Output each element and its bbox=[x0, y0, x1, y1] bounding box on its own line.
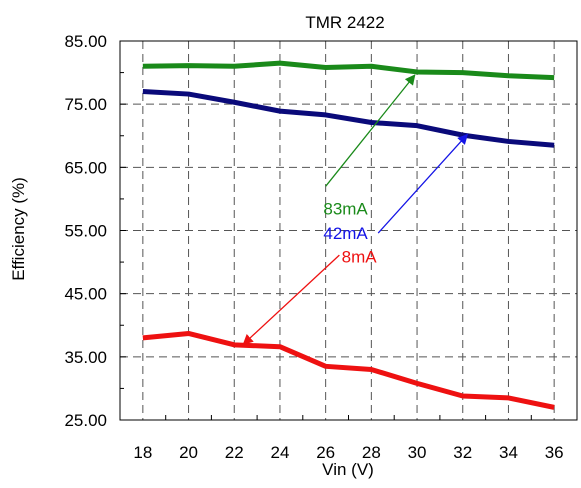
annotations: 83mA 42mA 8mA bbox=[242, 74, 469, 345]
y-axis-label: Efficiency (%) bbox=[9, 177, 28, 281]
x-axis: 18 20 22 24 26 28 30 32 34 36 bbox=[119, 415, 578, 462]
series-lines bbox=[142, 60, 555, 410]
annotation-arrow bbox=[325, 74, 416, 187]
annotation-arrow bbox=[242, 254, 340, 345]
x-tick-label: 22 bbox=[225, 443, 244, 462]
annotation-label: 42mA bbox=[323, 224, 368, 243]
series-line-8ma bbox=[142, 330, 555, 410]
series-line-42ma bbox=[142, 89, 555, 148]
x-tick-label: 34 bbox=[499, 443, 518, 462]
x-tick-label: 36 bbox=[545, 443, 564, 462]
y-tick-label: 45.00 bbox=[64, 285, 107, 304]
x-tick-label: 32 bbox=[453, 443, 472, 462]
y-tick-label: 35.00 bbox=[64, 348, 107, 367]
series-line-83ma bbox=[142, 60, 555, 81]
annotation-arrow bbox=[377, 133, 469, 234]
y-tick-label: 65.00 bbox=[64, 158, 107, 177]
x-tick-label: 26 bbox=[316, 443, 335, 462]
x-tick-label: 30 bbox=[408, 443, 427, 462]
x-tick-label: 20 bbox=[179, 443, 198, 462]
x-tick-label: 18 bbox=[133, 443, 152, 462]
chart-title: TMR 2422 bbox=[305, 13, 384, 32]
y-tick-label: 85.00 bbox=[64, 32, 107, 51]
y-axis: 25.00 35.00 45.00 55.00 65.00 75.00 85.00 bbox=[64, 32, 126, 430]
annotation-label: 83mA bbox=[323, 199, 368, 218]
y-tick-label: 55.00 bbox=[64, 222, 107, 241]
x-tick-label: 24 bbox=[270, 443, 289, 462]
grid bbox=[120, 41, 577, 420]
y-tick-label: 75.00 bbox=[64, 95, 107, 114]
y-tick-label: 25.00 bbox=[64, 411, 107, 430]
plot-frame bbox=[119, 40, 578, 421]
x-axis-label: Vin (V) bbox=[322, 460, 374, 479]
annotation-label: 8mA bbox=[342, 247, 378, 266]
x-tick-label: 28 bbox=[362, 443, 381, 462]
